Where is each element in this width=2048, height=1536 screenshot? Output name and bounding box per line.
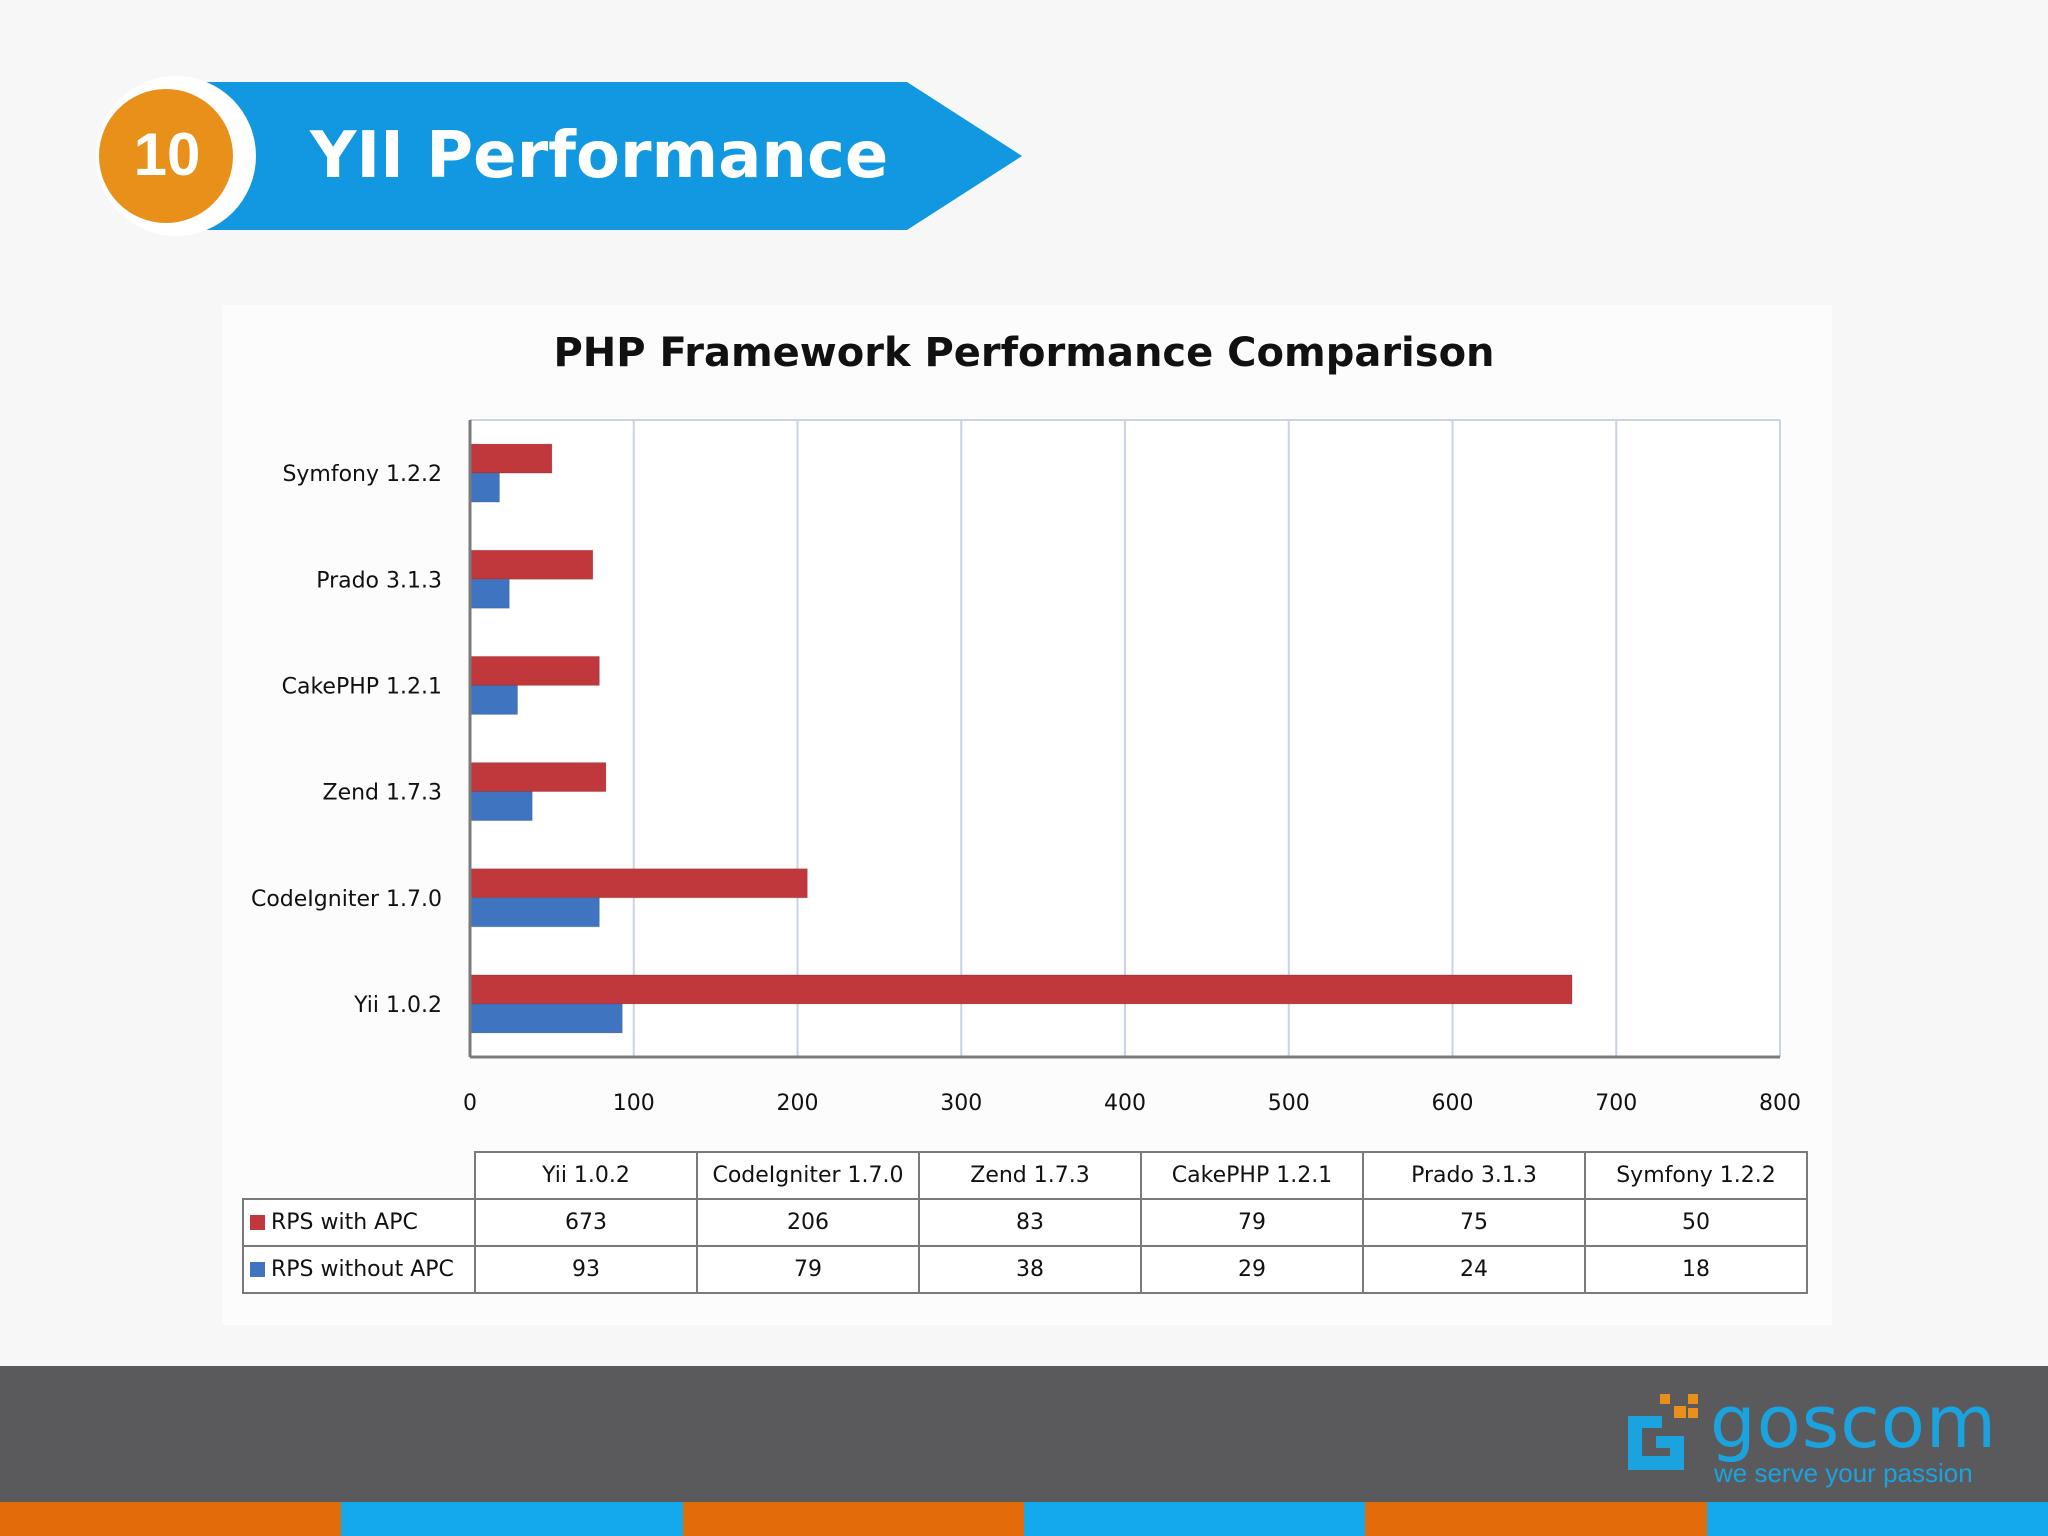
stripe-orange [0, 1502, 342, 1536]
table-cell: 24 [1362, 1245, 1586, 1294]
slide-number: 10 [133, 121, 201, 188]
data-table: Yii 1.0.2 CodeIgniter 1.7.0 Zend 1.7.3 C… [242, 1151, 1808, 1294]
table-row: RPS with APC 673 206 83 79 75 50 [242, 1198, 1808, 1247]
stripe-blue [1023, 1502, 1366, 1536]
y-tick-label: Symfony 1.2.2 [282, 462, 442, 487]
logo-icon [1628, 1394, 1698, 1470]
series-name: RPS without APC [271, 1257, 454, 1282]
table-cell: 83 [918, 1198, 1142, 1247]
table-cell: 29 [1140, 1245, 1364, 1294]
table-cell: 673 [474, 1198, 698, 1247]
bar [469, 974, 1573, 1005]
table-cell: 93 [474, 1245, 698, 1294]
table-header: Symfony 1.2.2 [1584, 1151, 1808, 1200]
series-label-without-apc: RPS without APC [242, 1245, 476, 1294]
x-tick-label: 600 [1432, 1091, 1474, 1116]
y-tick-label: Yii 1.0.2 [353, 993, 442, 1018]
bar [469, 868, 808, 899]
stripe-blue [341, 1502, 683, 1536]
table-cell: 206 [696, 1198, 920, 1247]
x-tick-label: 400 [1104, 1091, 1146, 1116]
stripe-orange [682, 1502, 1024, 1536]
badge-circle [99, 89, 233, 223]
series-label-with-apc: RPS with APC [242, 1198, 476, 1247]
table-header: Prado 3.1.3 [1362, 1151, 1586, 1200]
footer-stripes [0, 1502, 2048, 1536]
slide-title: YII Performance [310, 119, 889, 193]
title-banner [96, 76, 1022, 236]
bar [469, 578, 510, 609]
x-tick-label: 500 [1268, 1091, 1310, 1116]
series-name: RPS with APC [271, 1210, 418, 1235]
bar [469, 684, 518, 715]
table-cell: 50 [1584, 1198, 1808, 1247]
logo-name: goscom [1710, 1380, 1998, 1464]
legend-swatch-red [250, 1215, 265, 1230]
bar [469, 549, 594, 580]
table-header: CodeIgniter 1.7.0 [696, 1151, 920, 1200]
x-tick-label: 300 [940, 1091, 982, 1116]
x-tick-label: 0 [463, 1091, 477, 1116]
footer-bar [0, 1366, 2048, 1502]
logo-tagline: we serve your passion [1714, 1458, 1973, 1488]
x-tick-label: 800 [1759, 1091, 1801, 1116]
y-tick-label: Prado 3.1.3 [316, 568, 442, 593]
bar [469, 655, 600, 686]
banner-arrow [190, 82, 1022, 230]
legend-swatch-blue [250, 1262, 265, 1277]
stripe-blue [1706, 1502, 2048, 1536]
table-corner [243, 1152, 475, 1200]
table-cell: 38 [918, 1245, 1142, 1294]
x-tick-label: 700 [1595, 1091, 1637, 1116]
bar [469, 762, 607, 793]
stripe-orange [1365, 1502, 1707, 1536]
table-cell: 18 [1584, 1245, 1808, 1294]
table-cell: 79 [696, 1245, 920, 1294]
y-tick-label: CakePHP 1.2.1 [282, 674, 442, 699]
bar-chart: 0 100 200 300 400 500 600 700 800 Yii 1.0.2 CodeIg… [251, 419, 1801, 1116]
y-tick-label: CodeIgniter 1.7.0 [251, 887, 442, 912]
table-header-row: Yii 1.0.2 CodeIgniter 1.7.0 Zend 1.7.3 C… [243, 1151, 1808, 1200]
bar [469, 791, 533, 822]
bar [469, 1003, 623, 1034]
x-tick-label: 100 [613, 1091, 655, 1116]
y-tick-label: Zend 1.7.3 [323, 781, 443, 806]
table-row: RPS without APC 93 79 38 29 24 18 [242, 1245, 1808, 1294]
bar [469, 472, 500, 503]
chart-title: PHP Framework Performance Comparison [553, 330, 1495, 376]
bar [469, 897, 600, 928]
table-cell: 75 [1362, 1198, 1586, 1247]
table-header: CakePHP 1.2.1 [1140, 1151, 1364, 1200]
table-cell: 79 [1140, 1198, 1364, 1247]
bar [469, 443, 553, 474]
table-header: Yii 1.0.2 [474, 1151, 698, 1200]
x-tick-label: 200 [777, 1091, 819, 1116]
table-header: Zend 1.7.3 [918, 1151, 1142, 1200]
